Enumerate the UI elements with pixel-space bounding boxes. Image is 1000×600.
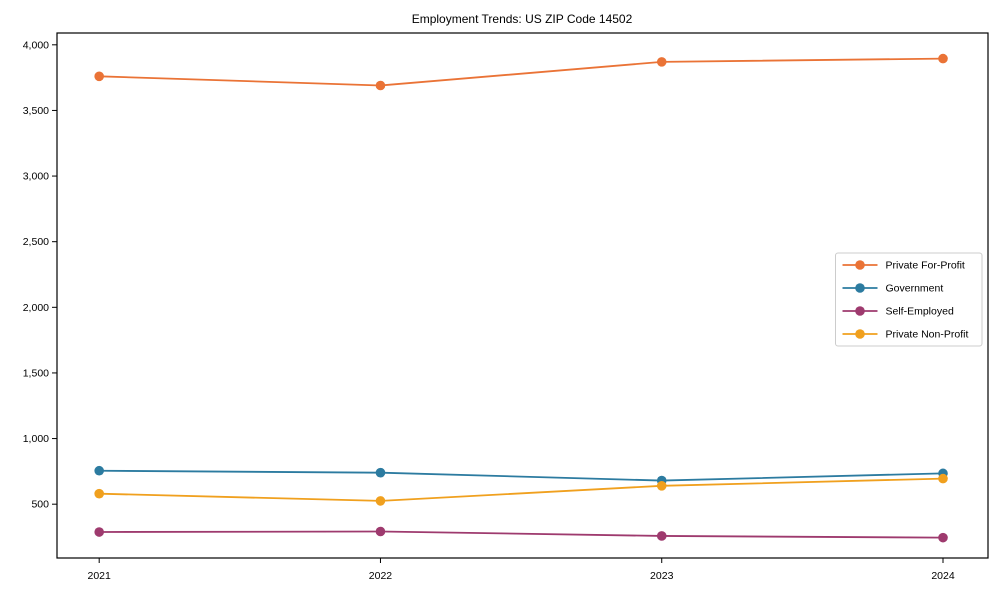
series-line (99, 477, 944, 502)
data-point-marker (94, 465, 104, 476)
legend-entry-label: Private Non-Profit (886, 329, 969, 341)
y-axis-tick-label: 1,000 (23, 433, 49, 445)
x-axis-tick-label: 2021 (88, 570, 112, 582)
legend-marker-dot (855, 260, 865, 270)
legend-entry-label: Private For-Profit (886, 260, 965, 272)
legend-marker-dot (855, 306, 865, 316)
legend: Private For-Profit Government Self-Employe… (835, 252, 983, 347)
x-axis-tick-label: 2024 (931, 570, 955, 582)
y-axis-tick-label: 1,500 (23, 367, 49, 379)
data-point-marker (938, 532, 948, 543)
data-point-marker (938, 473, 948, 484)
y-axis-tick-label: 3,500 (23, 105, 49, 117)
data-point-marker (656, 57, 667, 67)
data-point-marker (375, 467, 386, 478)
plot-area: 500 1,000 1,500 2,000 2,500 3,000 3,500 4,000 20… (23, 32, 989, 582)
data-point-marker (375, 80, 386, 91)
data-point-marker (656, 531, 667, 541)
y-axis-tick-label: 2,000 (23, 302, 49, 314)
x-axis-tick-label: 2023 (650, 570, 674, 582)
data-point-marker (938, 53, 948, 64)
x-axis-tick-label: 2022 (369, 570, 393, 582)
data-point-marker (375, 526, 386, 537)
series-line (99, 469, 944, 482)
data-point-marker (375, 496, 386, 506)
y-axis-tick-label: 2,500 (23, 236, 49, 248)
data-point-marker (94, 527, 104, 537)
series-line (99, 530, 944, 539)
plot-border (56, 32, 989, 559)
legend-entry-label: Self-Employed (886, 306, 954, 318)
legend-marker-dot (855, 283, 865, 293)
chart-title: Employment Trends: US ZIP Code 14502 (412, 12, 633, 26)
y-axis-tick-label: 500 (31, 499, 49, 511)
y-axis-tick-label: 3,000 (23, 171, 49, 183)
data-point-marker (656, 481, 667, 491)
data-point-marker (94, 488, 104, 499)
legend-entry-label: Government (886, 283, 944, 295)
y-axis-tick-label: 4,000 (23, 39, 49, 51)
legend-marker-dot (855, 329, 865, 339)
series-line (99, 57, 944, 87)
data-point-marker (94, 71, 104, 82)
legend-box (835, 252, 983, 347)
